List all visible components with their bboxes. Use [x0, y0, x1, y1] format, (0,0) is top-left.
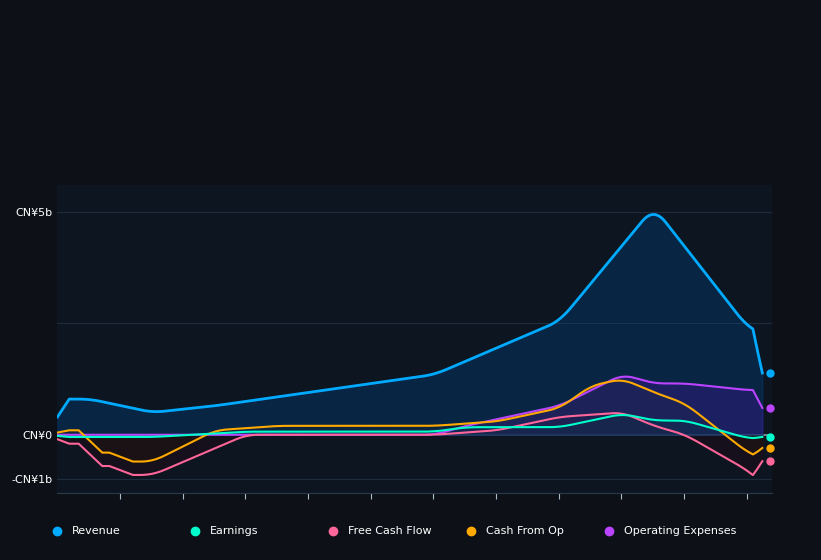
- Text: Cash From Op: Cash From Op: [470, 126, 543, 136]
- Text: 13.6%: 13.6%: [612, 85, 649, 95]
- Text: Free Cash Flow: Free Cash Flow: [348, 526, 432, 536]
- Text: Mar 31 2024: Mar 31 2024: [470, 29, 558, 41]
- Text: -CN¥726.707m /yr: -CN¥726.707m /yr: [612, 105, 709, 115]
- Text: Revenue: Revenue: [72, 526, 121, 536]
- Text: Free Cash Flow: Free Cash Flow: [470, 105, 548, 115]
- Text: Operating Expenses: Operating Expenses: [470, 147, 576, 157]
- Text: -CN¥379.163m /yr: -CN¥379.163m /yr: [612, 126, 709, 136]
- Text: CN¥2.359b /yr: CN¥2.359b /yr: [612, 46, 688, 56]
- Text: Earnings: Earnings: [470, 67, 516, 77]
- Text: CN¥1.009b /yr: CN¥1.009b /yr: [612, 147, 688, 157]
- Text: Cash From Op: Cash From Op: [486, 526, 564, 536]
- Text: Revenue: Revenue: [470, 46, 515, 56]
- Text: Operating Expenses: Operating Expenses: [624, 526, 736, 536]
- Text: CN¥321.005m /yr: CN¥321.005m /yr: [612, 67, 704, 77]
- Text: profit margin: profit margin: [647, 85, 718, 95]
- Text: Earnings: Earnings: [210, 526, 259, 536]
